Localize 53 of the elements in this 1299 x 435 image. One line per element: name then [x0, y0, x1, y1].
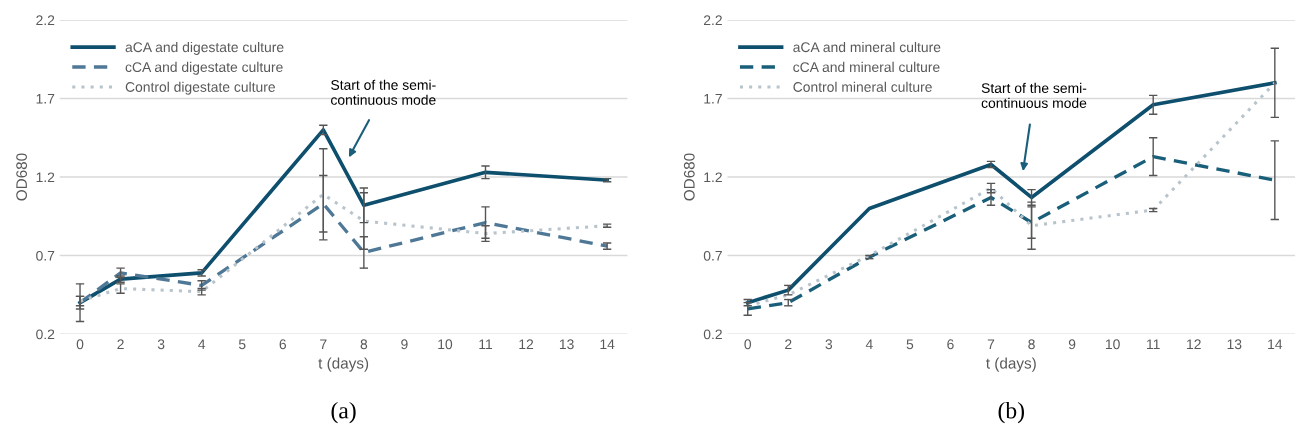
x-tick-label: 5 — [238, 339, 246, 350]
x-tick-label: 2 — [785, 339, 792, 350]
x-tick-label: 3 — [157, 339, 165, 350]
line-series — [78, 128, 609, 305]
legend-label: Control mineral culture — [793, 81, 932, 92]
x-tick-label: 12 — [519, 339, 534, 350]
y-tick-label: 1.2 — [36, 172, 55, 183]
annotation: Start of the semi- continuous mode — [331, 79, 436, 105]
legend-label: aCA and mineral culture — [793, 41, 941, 53]
y-tick-label: 1.7 — [36, 94, 55, 104]
x-tick-label: 5 — [906, 339, 914, 350]
text: (b) — [998, 401, 1024, 424]
y-tick-label: 0.2 — [703, 329, 722, 340]
x-tick-label: 6 — [279, 339, 287, 350]
x-tick-label: 9 — [401, 339, 408, 350]
x-tick-label: 0 — [744, 339, 752, 350]
y-tick-label: 0.7 — [703, 250, 722, 261]
x-tick-label: 2 — [117, 339, 124, 350]
x-tick-label: 0 — [76, 339, 84, 350]
x-tick-label: 11 — [1147, 339, 1160, 350]
x-tick-label: 11 — [479, 339, 493, 350]
x-axis-title: t (days) — [986, 357, 1036, 372]
x-tick-label: 7 — [320, 339, 327, 350]
x-tick-label: 14 — [600, 339, 615, 350]
y-axis-title: OD680 — [16, 153, 28, 201]
legend-label: cCA and mineral culture — [793, 61, 940, 73]
y-tick-label: 0.2 — [36, 329, 55, 340]
x-axis-title: t (days) — [318, 357, 369, 372]
legend-label: cCA and digestate culture — [125, 61, 283, 75]
y-tick-label: 1.7 — [704, 94, 722, 104]
x-tick-label: 3 — [825, 339, 833, 350]
legend-label: Control digestate culture — [125, 81, 275, 95]
x-tick-label: 7 — [987, 339, 995, 350]
x-tick-label: 10 — [1105, 339, 1120, 350]
y-tick-label: 2.2 — [36, 15, 55, 26]
x-tick-label: 4 — [865, 339, 873, 350]
x-tick-label: 8 — [1028, 339, 1035, 350]
x-tick-label: 8 — [360, 339, 368, 350]
x-tick-label: 13 — [1227, 339, 1242, 350]
x-tick-label: 14 — [1268, 339, 1283, 350]
x-tick-label: 4 — [198, 339, 206, 350]
y-tick-label: 2.2 — [703, 15, 722, 26]
x-tick-label: 12 — [1187, 339, 1201, 350]
y-tick-label: 1.2 — [704, 172, 722, 183]
x-tick-label: 6 — [947, 339, 954, 350]
text: (a) — [331, 401, 356, 424]
y-tick-label: 0.7 — [36, 250, 55, 261]
y-axis-title: OD680 — [683, 153, 695, 201]
annotation: Start of the semi- continuous mode — [981, 82, 1087, 108]
x-tick-label: 10 — [438, 339, 453, 350]
x-tick-label: 13 — [559, 339, 574, 350]
legend-label: aCA and digestate culture — [125, 41, 284, 55]
x-tick-label: 9 — [1068, 339, 1076, 350]
